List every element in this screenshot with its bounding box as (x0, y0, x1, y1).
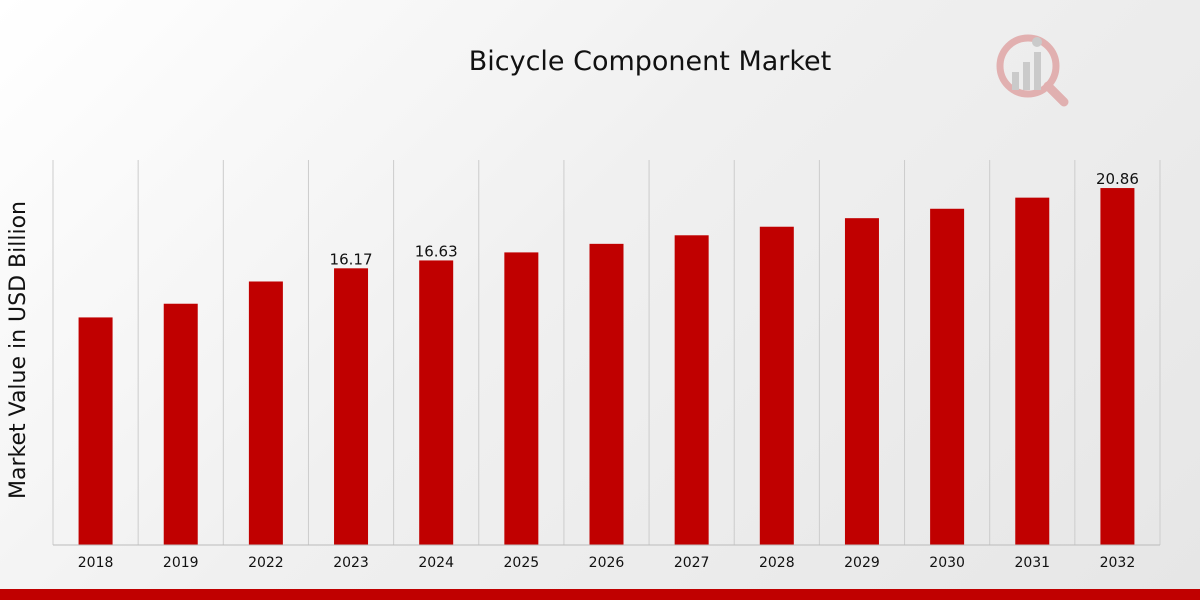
x-tick-2018: 2018 (78, 555, 114, 571)
bar-2019 (163, 303, 198, 545)
bar-2029 (844, 218, 879, 545)
bar-2022 (248, 281, 283, 545)
bar-2024 (419, 260, 454, 545)
bar-2032 (1100, 188, 1135, 545)
chart-title: Bicycle Component Market (469, 46, 832, 77)
x-tick-2023: 2023 (333, 555, 369, 571)
bar-2031 (1015, 197, 1050, 545)
x-tick-2027: 2027 (674, 555, 710, 571)
bar-2025 (504, 252, 539, 545)
bar-2027 (674, 235, 709, 546)
x-tick-2030: 2030 (929, 555, 965, 571)
x-tick-2019: 2019 (163, 555, 199, 571)
x-tick-2031: 2031 (1014, 555, 1050, 571)
y-axis-label: Market Value in USD Billion (6, 201, 31, 499)
x-tick-2024: 2024 (418, 555, 454, 571)
gridlines (52, 160, 1161, 545)
x-tick-labels: 2018 2019 2022 2023 2024 2025 2026 2027 2028 2029… (78, 555, 1135, 571)
data-label-2024: 16.63 (415, 242, 458, 260)
x-tick-2025: 2025 (504, 555, 540, 571)
x-tick-2026: 2026 (589, 555, 625, 571)
x-tick-2032: 2032 (1100, 555, 1136, 571)
footer-bar (0, 589, 1200, 600)
bar-2018 (78, 317, 113, 545)
data-labels: 16.17 16.63 20.86 (330, 170, 1139, 268)
logo-icon (996, 34, 1069, 107)
bar-2023 (334, 268, 369, 545)
data-label-2023: 16.17 (330, 250, 373, 268)
x-tick-2028: 2028 (759, 555, 795, 571)
x-tick-2022: 2022 (248, 555, 284, 571)
bar-2030 (930, 208, 965, 545)
data-label-2032: 20.86 (1096, 170, 1139, 188)
x-tick-2029: 2029 (844, 555, 880, 571)
bar-2026 (589, 243, 624, 545)
bar-2028 (759, 226, 794, 545)
bars (78, 188, 1135, 546)
